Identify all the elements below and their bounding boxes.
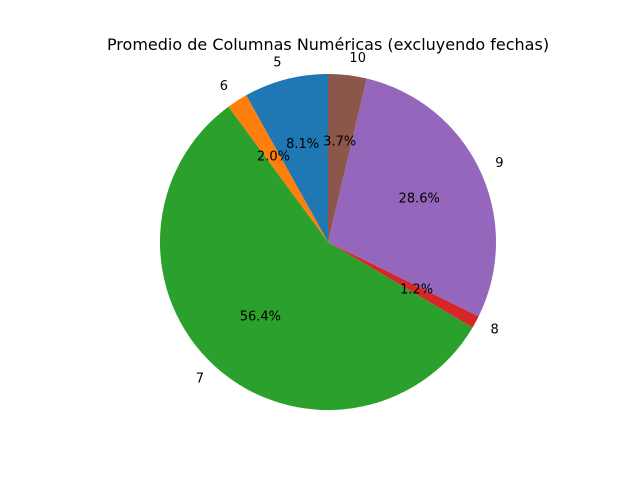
slice-percent-8: 1.2% bbox=[400, 283, 433, 298]
slice-label-9: 9 bbox=[495, 156, 503, 171]
slice-percent-7: 56.4% bbox=[240, 309, 281, 324]
pie-slice-6 bbox=[228, 95, 328, 242]
pie-slice-5 bbox=[246, 74, 328, 242]
slice-percent-10: 3.7% bbox=[323, 134, 356, 149]
pie-slice-7 bbox=[159, 106, 473, 411]
slice-label-10: 10 bbox=[349, 51, 366, 66]
slice-percent-9: 28.6% bbox=[399, 192, 440, 207]
slice-label-6: 6 bbox=[220, 79, 228, 94]
chart-title: Promedio de Columnas Numéricas (excluyen… bbox=[107, 35, 549, 54]
pie-slice-9 bbox=[328, 78, 497, 317]
slice-label-7: 7 bbox=[196, 372, 204, 387]
percentage-labels: 8.1%2.0% 56.4% 1.2% 28.6% 3.7% bbox=[240, 134, 440, 324]
pie-slice-10 bbox=[328, 74, 367, 242]
slice-label-8: 8 bbox=[491, 323, 499, 338]
slice-percent-6: 2.0% bbox=[257, 150, 290, 165]
slice-label-5: 5 bbox=[273, 56, 281, 71]
pie-slice-8 bbox=[328, 242, 479, 328]
slice-percent-5: 8.1% bbox=[286, 137, 319, 152]
pie-slices bbox=[159, 74, 497, 411]
category-labels: 5 6 7 8 9 10 bbox=[196, 51, 504, 387]
